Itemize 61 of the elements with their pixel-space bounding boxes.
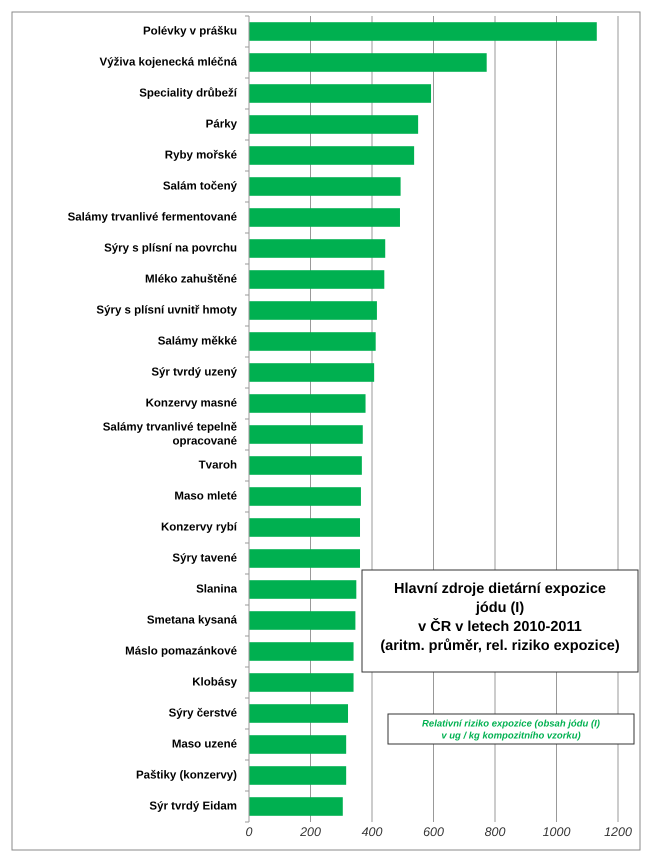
bar	[249, 611, 356, 630]
bar	[249, 642, 354, 661]
bar	[249, 363, 374, 382]
y-tick-label: Máslo pomazánkové	[125, 646, 237, 658]
y-tick-label: Polévky v prášku	[143, 26, 237, 38]
bar	[249, 22, 597, 41]
bar	[249, 394, 366, 413]
y-tick-label: Speciality drůbeží	[139, 86, 238, 100]
y-tick-label: Sýry s plísní uvnitř hmoty	[96, 304, 238, 317]
bar	[249, 239, 386, 258]
y-tick-label: Salámy měkké	[158, 336, 237, 348]
y-tick-label: Sýr tvrdý Eidam	[149, 800, 237, 813]
y-tick-label: Maso mleté	[174, 490, 237, 503]
bar	[249, 53, 487, 72]
y-tick-label: Maso uzené	[172, 738, 237, 751]
bar	[249, 270, 384, 289]
bar	[249, 518, 360, 537]
x-tick-label: 600	[423, 825, 444, 839]
text: Hlavní zdroje dietární expozice jódu (I) v ČR v letech 2010-2011 (aritm. průměr, rel. riziko expozice)	[380, 580, 620, 654]
y-tick-label: Paštiky (konzervy)	[136, 770, 238, 782]
y-tick-label: Konzervy rybí	[160, 522, 238, 534]
annotation: Relativní riziko expozice (obsah jódu (I) v ug / kg kompozitního vzorku)	[422, 718, 600, 742]
bar	[249, 797, 343, 816]
y-tick-label: Sýry s plísní na povrchu	[104, 242, 237, 255]
bar	[249, 549, 360, 568]
y-tick-label: Sýr tvrdý uzený	[151, 366, 238, 379]
y-tick-label: Salám točený	[162, 180, 238, 193]
x-tick-label: 200	[299, 825, 321, 839]
x-tick-label: 1000	[542, 825, 570, 839]
y-tick-label: Ryby mořské	[164, 150, 237, 162]
bar	[249, 301, 377, 320]
y-tick-label: Salámy trvanlivé fermentované	[68, 212, 237, 224]
bar	[249, 208, 400, 227]
bar	[249, 177, 401, 196]
y-tick-label: Sýry čerstvé	[168, 708, 237, 720]
bar	[249, 84, 432, 103]
x-tick-label: 400	[362, 825, 382, 839]
y-tick-label: Výživa kojenecká mléčná	[100, 56, 238, 69]
y-tick-label: Smetana kysaná	[146, 614, 238, 627]
bar	[249, 766, 346, 785]
bar	[249, 580, 356, 599]
bar	[249, 425, 363, 444]
y-tick-label: Klobásy	[192, 676, 238, 689]
bar	[249, 332, 376, 351]
x-tick-label: 1200	[604, 825, 632, 839]
x-tick-label: 0	[246, 825, 253, 839]
y-tick-label: Mléko zahuštěné	[144, 274, 237, 286]
bar	[249, 146, 414, 165]
bar	[249, 115, 418, 134]
bar	[249, 704, 348, 723]
bar	[249, 487, 361, 506]
x-tick-label: 800	[484, 825, 506, 839]
y-tick-label: Slanina	[196, 584, 238, 596]
bar	[249, 735, 346, 754]
y-tick-label: Párky	[206, 118, 238, 131]
bar	[249, 673, 354, 692]
bar	[249, 456, 362, 475]
y-tick-label: Konzervy masné	[146, 398, 237, 410]
y-tick-label: Tvaroh	[198, 460, 237, 472]
y-tick-label: Salámy trvanlivé tepelně opracované	[102, 422, 237, 448]
y-tick-label: Sýry tavené	[172, 552, 237, 565]
